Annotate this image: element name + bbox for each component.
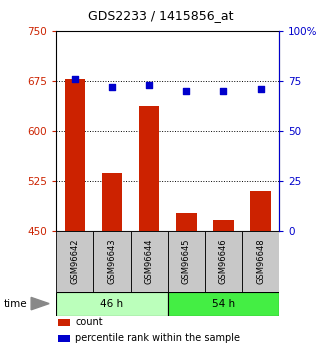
Text: GSM96646: GSM96646	[219, 238, 228, 284]
Bar	[65, 79, 85, 231]
Text: count: count	[75, 317, 103, 327]
Bar	[250, 191, 271, 231]
Bar	[242, 231, 279, 292]
Bar	[213, 220, 234, 231]
Bar	[93, 231, 131, 292]
Text: GSM96644: GSM96644	[145, 239, 154, 284]
Text: GSM96645: GSM96645	[182, 239, 191, 284]
Text: GSM96642: GSM96642	[70, 239, 79, 284]
Text: 46 h: 46 h	[100, 299, 124, 308]
Bar	[176, 213, 196, 231]
Bar	[58, 335, 70, 342]
Bar	[168, 292, 279, 316]
Bar	[168, 231, 205, 292]
Bar	[56, 231, 93, 292]
Text: GSM96643: GSM96643	[108, 238, 117, 284]
Bar	[58, 319, 70, 326]
Point	[258, 86, 263, 92]
Bar	[56, 292, 168, 316]
Point	[221, 88, 226, 94]
Point	[109, 84, 115, 90]
Text: GDS2233 / 1415856_at: GDS2233 / 1415856_at	[88, 9, 233, 22]
Polygon shape	[31, 297, 49, 310]
Bar	[131, 231, 168, 292]
Bar	[102, 173, 122, 231]
Text: GSM96648: GSM96648	[256, 238, 265, 284]
Point	[184, 88, 189, 94]
Point	[147, 82, 152, 88]
Text: percentile rank within the sample: percentile rank within the sample	[75, 333, 240, 343]
Text: time: time	[3, 299, 27, 308]
Point	[72, 76, 77, 82]
Text: 54 h: 54 h	[212, 299, 235, 308]
Bar	[205, 231, 242, 292]
Bar	[139, 106, 159, 231]
